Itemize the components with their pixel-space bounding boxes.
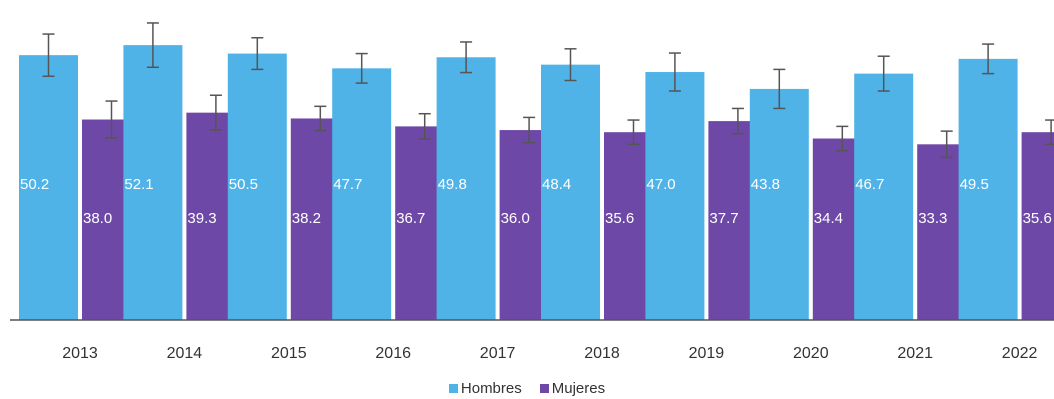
error-bar-hombres-2013 bbox=[42, 33, 55, 78]
bar-hombres-2016 bbox=[332, 68, 392, 321]
error-bar-hombres-2020 bbox=[773, 68, 786, 110]
bars-group bbox=[19, 45, 1054, 321]
error-bar-hombres-2019 bbox=[668, 52, 681, 92]
bar-hombres-2015 bbox=[227, 53, 287, 320]
value-label-mujeres-2017: 36.0 bbox=[501, 210, 530, 227]
bar-hombres-2014 bbox=[123, 45, 183, 320]
error-bar-hombres-2017 bbox=[460, 41, 473, 74]
legend: Hombres Mujeres bbox=[0, 378, 1054, 398]
value-labels-group: 50.2 38.0 52.1 39.3 50.5 38.2 47.7 36.7 49.8 36.0… bbox=[20, 176, 1052, 227]
value-label-mujeres-2020: 34.4 bbox=[814, 210, 843, 227]
legend-label-hombres: Hombres bbox=[460, 379, 522, 397]
error-bar-mujeres-2017 bbox=[523, 116, 536, 144]
error-bar-mujeres-2020 bbox=[836, 125, 849, 152]
error-bar-hombres-2022 bbox=[982, 43, 995, 75]
error-bar-mujeres-2022 bbox=[1045, 119, 1054, 146]
legend-item-hombres: Hombres bbox=[448, 379, 522, 397]
value-label-mujeres-2022: 35.6 bbox=[1023, 210, 1052, 227]
x-tick-label-2019: 2019 bbox=[689, 345, 725, 362]
error-bar-hombres-2016 bbox=[355, 52, 368, 84]
bar-hombres-2019 bbox=[645, 72, 705, 320]
value-label-hombres-2020: 43.8 bbox=[751, 176, 780, 193]
value-label-mujeres-2021: 33.3 bbox=[918, 210, 947, 227]
value-label-hombres-2019: 47.0 bbox=[646, 176, 675, 193]
bar-chart: 50.2 38.0 52.1 39.3 50.5 38.2 47.7 36.7 49.8 36.0… bbox=[10, 22, 1054, 362]
value-label-hombres-2022: 49.5 bbox=[960, 176, 989, 193]
x-tick-label-2020: 2020 bbox=[793, 345, 829, 362]
error-bar-mujeres-2018 bbox=[627, 119, 640, 146]
bar-mujeres-2022 bbox=[1021, 132, 1054, 320]
value-label-mujeres-2016: 36.7 bbox=[396, 210, 425, 227]
value-label-hombres-2017: 49.8 bbox=[438, 176, 467, 193]
error-bar-hombres-2021 bbox=[877, 55, 890, 92]
error-bar-mujeres-2021 bbox=[940, 130, 953, 159]
value-label-mujeres-2018: 35.6 bbox=[605, 210, 634, 227]
error-bar-hombres-2018 bbox=[564, 48, 577, 82]
x-tick-label-2015: 2015 bbox=[271, 345, 307, 362]
x-tick-label-2014: 2014 bbox=[167, 345, 203, 362]
value-label-mujeres-2015: 38.2 bbox=[292, 210, 321, 227]
error-bar-mujeres-2013 bbox=[105, 100, 118, 139]
x-tick-label-2016: 2016 bbox=[375, 345, 411, 362]
legend-item-mujeres: Mujeres bbox=[539, 379, 606, 397]
error-bar-mujeres-2019 bbox=[731, 107, 744, 135]
x-tick-labels-group: 2013 2014 2015 2016 2017 2018 2019 2020 2021 2022 bbox=[62, 345, 1037, 362]
bar-hombres-2022 bbox=[958, 58, 1018, 321]
error-bars-group bbox=[42, 22, 1054, 159]
value-label-hombres-2015: 50.5 bbox=[229, 176, 258, 193]
x-tick-label-2022: 2022 bbox=[1002, 345, 1038, 362]
value-label-hombres-2013: 50.2 bbox=[20, 176, 49, 193]
x-tick-label-2013: 2013 bbox=[62, 345, 98, 362]
legend-label-mujeres: Mujeres bbox=[551, 379, 606, 397]
legend-swatch-mujeres bbox=[539, 383, 549, 393]
value-label-hombres-2014: 52.1 bbox=[124, 176, 153, 193]
error-bar-mujeres-2014 bbox=[209, 94, 222, 131]
value-label-hombres-2016: 47.7 bbox=[333, 176, 362, 193]
x-tick-label-2018: 2018 bbox=[584, 345, 620, 362]
value-label-mujeres-2013: 38.0 bbox=[83, 210, 112, 227]
legend-swatch-hombres bbox=[448, 383, 458, 393]
error-bar-hombres-2014 bbox=[146, 22, 159, 69]
bar-hombres-2017 bbox=[436, 57, 496, 320]
error-bar-hombres-2015 bbox=[251, 36, 264, 71]
value-label-hombres-2018: 48.4 bbox=[542, 176, 571, 193]
value-label-mujeres-2014: 39.3 bbox=[187, 210, 216, 227]
x-tick-label-2021: 2021 bbox=[897, 345, 933, 362]
bar-hombres-2021 bbox=[854, 73, 914, 320]
bar-hombres-2013 bbox=[19, 55, 78, 320]
value-label-hombres-2021: 46.7 bbox=[855, 176, 884, 193]
x-tick-label-2017: 2017 bbox=[480, 345, 516, 362]
error-bar-mujeres-2016 bbox=[418, 112, 431, 140]
error-bar-mujeres-2015 bbox=[314, 105, 327, 132]
bar-hombres-2020 bbox=[749, 88, 809, 321]
bar-hombres-2018 bbox=[541, 64, 600, 320]
value-label-mujeres-2019: 37.7 bbox=[709, 210, 738, 227]
